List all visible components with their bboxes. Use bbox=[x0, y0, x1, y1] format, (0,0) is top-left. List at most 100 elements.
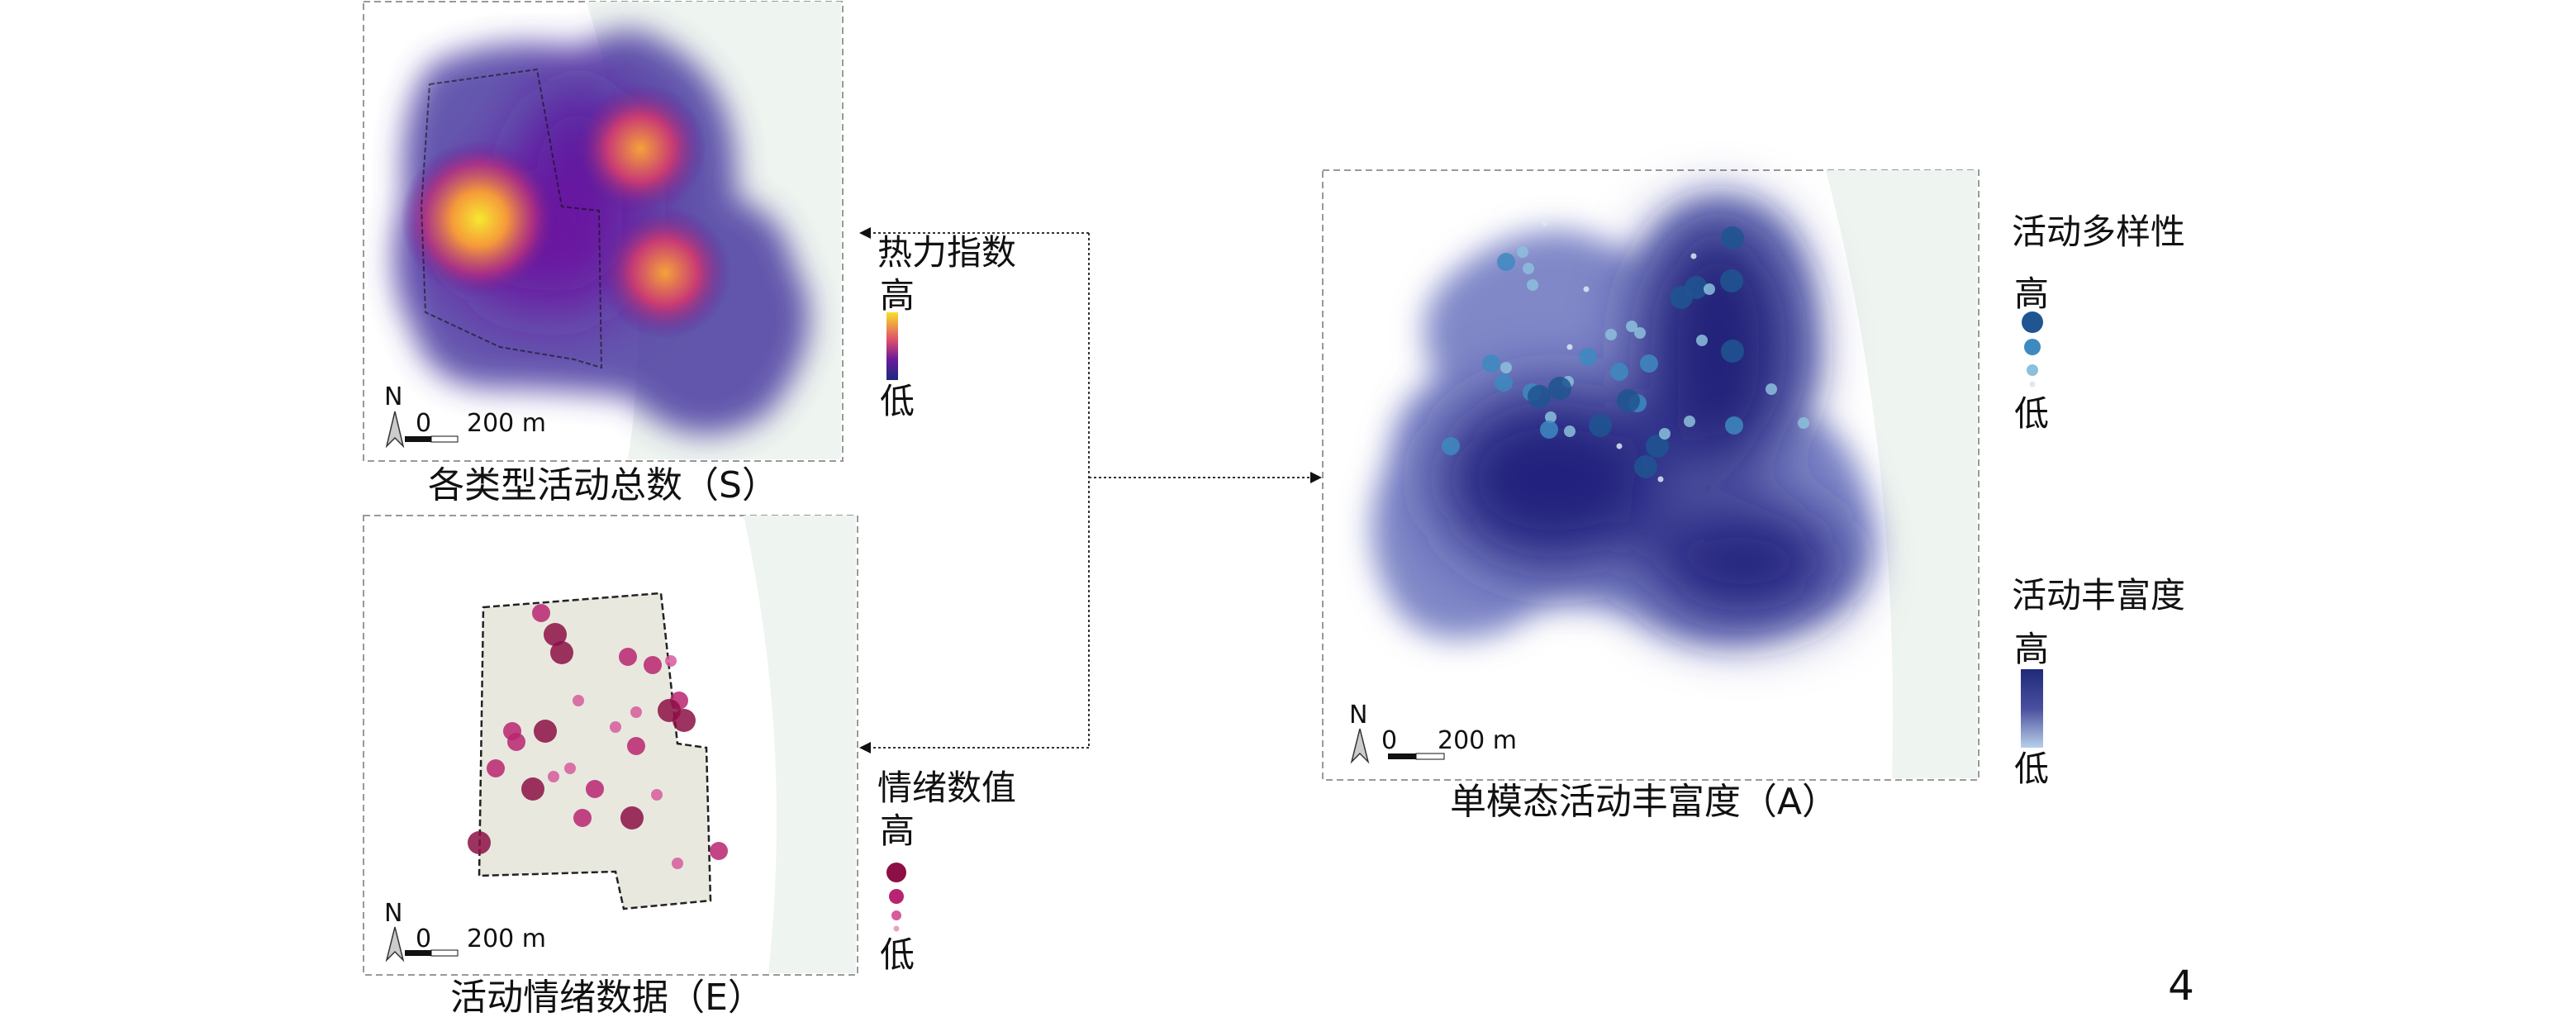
legend-high: 高 bbox=[2014, 273, 2049, 314]
map-dot bbox=[1542, 220, 1548, 226]
map-dot bbox=[1634, 327, 1646, 339]
north-arrow-icon bbox=[385, 926, 405, 963]
north-arrow-icon bbox=[385, 411, 405, 449]
site-boundary bbox=[420, 68, 603, 369]
map-dot bbox=[630, 706, 642, 718]
richness-core bbox=[1438, 215, 1842, 624]
map-dot bbox=[1725, 416, 1743, 435]
map-dot bbox=[1540, 421, 1558, 439]
map-dot bbox=[1610, 363, 1628, 381]
map-dot bbox=[564, 763, 576, 774]
map-dot bbox=[532, 604, 550, 622]
map-dot bbox=[672, 858, 683, 869]
map-dot bbox=[1583, 286, 1590, 292]
panel-a-richness-map bbox=[1322, 169, 1980, 781]
map-dot bbox=[487, 759, 505, 777]
map-dot bbox=[1528, 385, 1551, 408]
map-dot bbox=[1721, 226, 1744, 250]
caption-e: 活动情绪数据（E） bbox=[450, 977, 764, 1019]
map-dot bbox=[1523, 263, 1534, 274]
legend-title: 热力指数 bbox=[877, 232, 1016, 273]
map-dot bbox=[1634, 455, 1657, 478]
legend-title: 活动丰富度 bbox=[2012, 575, 2185, 616]
legend-emotion-value: 情绪数值 高 低 bbox=[877, 768, 1016, 975]
map-dot bbox=[1720, 269, 1743, 292]
emotion-dots bbox=[468, 604, 728, 869]
map-dot bbox=[1517, 246, 1528, 258]
page-number: 4 bbox=[2168, 962, 2194, 1010]
map-dot bbox=[673, 709, 696, 732]
map-dot bbox=[573, 695, 584, 706]
map-dot bbox=[544, 623, 567, 646]
scale-bar: N 0 200 m bbox=[384, 899, 546, 963]
colorbar bbox=[2021, 669, 2043, 748]
map-dot bbox=[1579, 348, 1597, 366]
legend-heat-index: 热力指数 高 低 bbox=[877, 232, 1016, 421]
map-dot bbox=[619, 648, 637, 666]
map-dot bbox=[665, 655, 677, 667]
map-dot bbox=[1564, 425, 1576, 437]
legend-activity-diversity: 活动多样性 高 低 bbox=[2012, 212, 2185, 434]
caption-s: 各类型活动总数（S） bbox=[428, 464, 778, 506]
panel-e-emotion-map bbox=[363, 515, 858, 976]
map-dot bbox=[1798, 417, 1809, 429]
legend-title: 情绪数值 bbox=[877, 768, 1016, 808]
map-dot bbox=[548, 771, 559, 782]
legend-low: 低 bbox=[2014, 393, 2049, 434]
hotspot bbox=[401, 140, 558, 297]
map-dot bbox=[1527, 279, 1538, 291]
scale-distance: 200 m bbox=[1438, 726, 1517, 755]
legend-high: 高 bbox=[2014, 629, 2049, 669]
north-label: N bbox=[1349, 701, 1367, 730]
arrowhead-icon bbox=[859, 227, 1322, 753]
map-dot bbox=[534, 720, 557, 743]
map-dot bbox=[1497, 253, 1515, 271]
map-dot bbox=[1659, 428, 1671, 440]
panel-s-heatmap bbox=[363, 1, 844, 462]
hotspot bbox=[599, 207, 731, 339]
north-label: N bbox=[384, 899, 402, 928]
scale-zero: 0 bbox=[416, 409, 431, 438]
map-dot bbox=[1646, 435, 1669, 458]
map-dot bbox=[1721, 340, 1744, 363]
connector-arrows bbox=[863, 232, 1318, 749]
map-dot bbox=[1626, 321, 1637, 332]
map-dot bbox=[1766, 383, 1777, 395]
map-dot bbox=[644, 656, 662, 674]
map-dot bbox=[1617, 389, 1640, 412]
map-dot bbox=[1696, 335, 1708, 346]
diversity-dots bbox=[1442, 220, 1809, 482]
scale-bar: N 0 200 m bbox=[384, 383, 546, 449]
map-dot bbox=[1605, 329, 1617, 340]
caption-a: 单模态活动丰富度（A） bbox=[1450, 781, 1838, 823]
scale-zero: 0 bbox=[416, 925, 431, 953]
map-dot bbox=[1495, 373, 1513, 392]
scale-distance: 200 m bbox=[467, 409, 546, 438]
north-label: N bbox=[384, 383, 402, 411]
scale-bar: N 0 200 m bbox=[1349, 701, 1517, 764]
map-dot bbox=[1548, 377, 1571, 400]
map-dot bbox=[468, 831, 491, 854]
map-dot bbox=[573, 809, 592, 827]
map-dot bbox=[586, 780, 604, 798]
map-dot bbox=[1690, 253, 1697, 259]
legend-high: 高 bbox=[880, 810, 915, 851]
hotspot bbox=[574, 83, 706, 215]
map-dot bbox=[1670, 286, 1693, 309]
scale-distance: 200 m bbox=[467, 925, 546, 953]
map-dot bbox=[1545, 411, 1557, 423]
legend-high: 高 bbox=[880, 275, 915, 316]
map-dot bbox=[521, 777, 544, 801]
map-dot bbox=[1616, 443, 1623, 449]
north-arrow-icon bbox=[1350, 728, 1370, 764]
map-dot bbox=[1442, 437, 1460, 455]
map-dot bbox=[1657, 476, 1664, 482]
map-dot bbox=[627, 737, 645, 755]
map-dot bbox=[710, 842, 728, 860]
legend-low: 低 bbox=[2014, 749, 2049, 789]
legend-title: 活动多样性 bbox=[2012, 212, 2185, 252]
map-dot bbox=[507, 733, 525, 751]
map-dot bbox=[651, 789, 663, 801]
colorbar bbox=[886, 312, 898, 380]
